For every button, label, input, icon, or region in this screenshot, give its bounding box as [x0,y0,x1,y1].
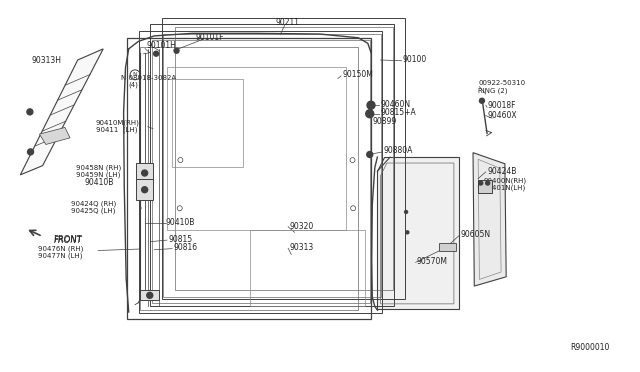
Text: 90100: 90100 [403,55,427,64]
Text: (4): (4) [129,82,139,89]
Circle shape [141,170,148,176]
Text: 90899: 90899 [372,117,397,126]
Polygon shape [478,180,492,193]
Text: N 08918-3082A: N 08918-3082A [121,75,176,81]
Polygon shape [438,243,456,251]
Polygon shape [20,49,103,175]
Text: 90411  (LH): 90411 (LH) [95,126,137,132]
Text: 90425Q (LH): 90425Q (LH) [71,207,116,214]
Polygon shape [40,128,70,144]
Text: 90605N: 90605N [460,230,490,240]
Text: 90477N (LH): 90477N (LH) [38,253,83,259]
Circle shape [141,187,148,193]
Text: 90018F: 90018F [487,101,516,110]
Circle shape [365,110,374,118]
Text: 90570M: 90570M [417,257,448,266]
Polygon shape [473,153,506,286]
Circle shape [28,149,33,155]
Text: RING (2): RING (2) [478,87,508,94]
Text: FRONT: FRONT [54,236,82,246]
Polygon shape [136,163,153,183]
Text: 90880A: 90880A [384,146,413,155]
Circle shape [147,292,153,298]
Circle shape [154,51,159,56]
Text: 00922-50310: 00922-50310 [478,80,525,86]
Circle shape [367,101,375,109]
Text: 90410M(RH): 90410M(RH) [95,119,140,125]
Text: 90313: 90313 [289,243,314,251]
Text: 90460X: 90460X [487,111,516,120]
Circle shape [406,231,409,234]
Text: 90424Q (RH): 90424Q (RH) [71,201,116,207]
Text: 90460N: 90460N [381,100,411,109]
Polygon shape [140,290,159,300]
Text: 90410B: 90410B [84,178,113,187]
Text: 90815: 90815 [168,235,193,244]
Text: 90815+A: 90815+A [381,109,417,118]
Circle shape [174,48,179,53]
Text: 90400N(RH): 90400N(RH) [484,177,527,184]
Circle shape [479,181,483,185]
Text: 90424B: 90424B [487,167,516,176]
Polygon shape [378,157,459,309]
Text: FRONT: FRONT [54,235,82,244]
Text: 90313H: 90313H [32,56,62,65]
Circle shape [404,211,408,214]
Text: 90211: 90211 [275,19,300,28]
Text: 90101H: 90101H [147,41,177,51]
Text: 90458N (RH): 90458N (RH) [76,165,122,171]
Text: 90320: 90320 [289,221,314,231]
Circle shape [486,181,490,185]
Text: 90476N (RH): 90476N (RH) [38,246,84,252]
Circle shape [479,98,484,103]
Text: 90401N(LH): 90401N(LH) [484,184,526,191]
Text: 90101F: 90101F [196,33,224,42]
Text: 90459N (LH): 90459N (LH) [76,171,121,178]
Circle shape [367,151,372,157]
Text: N: N [132,72,138,77]
Text: 90150M: 90150M [342,70,373,79]
Text: 90410B: 90410B [166,218,195,227]
Polygon shape [136,179,153,200]
Text: R9000010: R9000010 [571,343,610,352]
Text: 90816: 90816 [173,243,198,252]
Circle shape [27,109,33,115]
